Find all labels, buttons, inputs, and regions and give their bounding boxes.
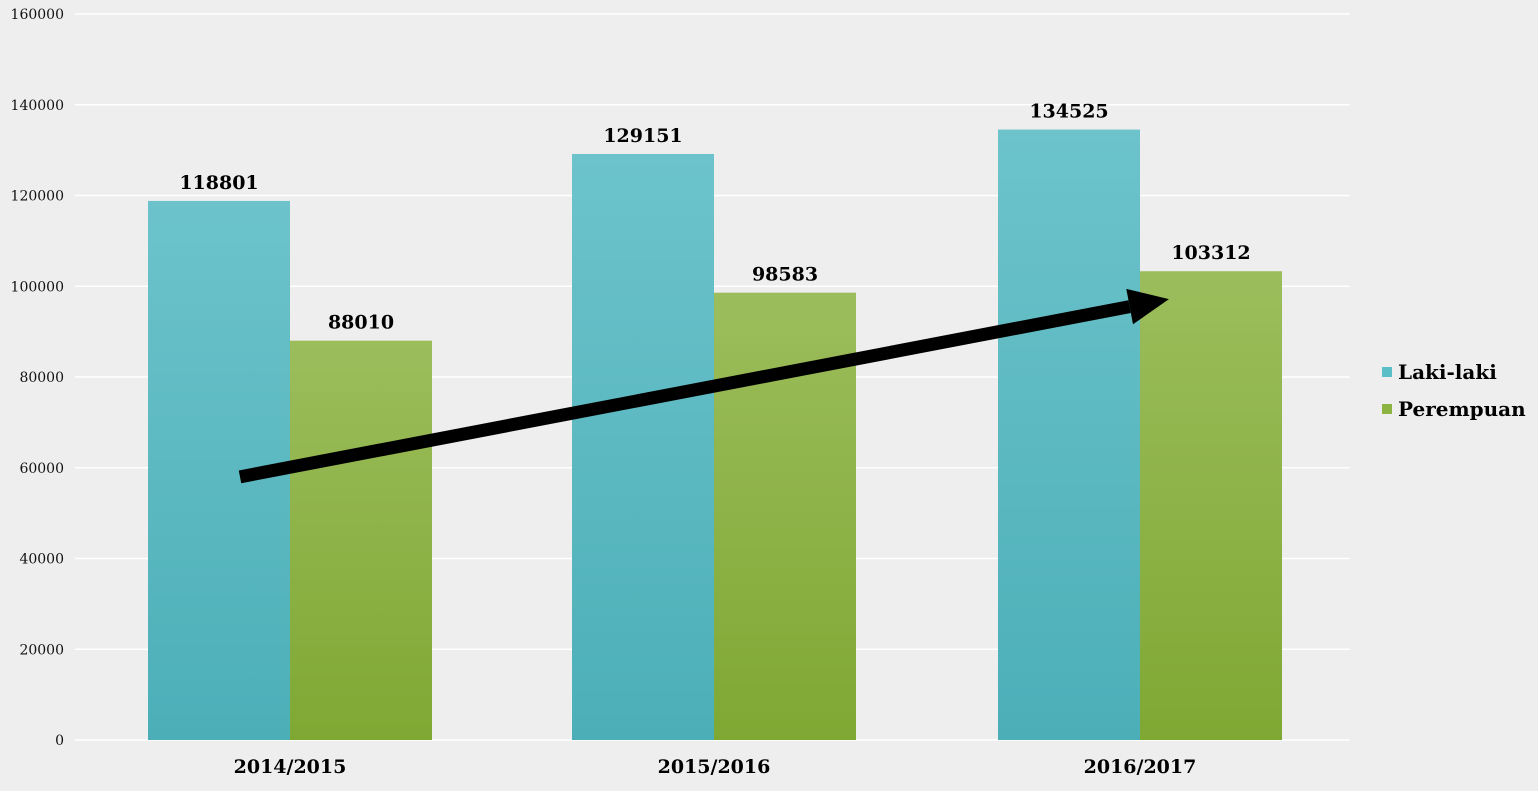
x-tick-label: 2014/2015 <box>234 756 347 778</box>
y-tick-label: 40000 <box>19 552 64 568</box>
legend-swatch <box>1382 367 1392 377</box>
y-tick-label: 160000 <box>11 7 64 23</box>
y-tick-label: 60000 <box>19 461 64 477</box>
data-label: 118801 <box>179 172 258 194</box>
legend-label: Laki-laki <box>1398 360 1497 384</box>
y-tick-label: 120000 <box>11 189 64 205</box>
bar-laki-laki <box>998 129 1140 740</box>
y-tick-label: 140000 <box>11 98 64 114</box>
trend-arrow-group <box>238 288 1169 484</box>
data-label: 129151 <box>603 125 682 147</box>
y-tick-label: 20000 <box>19 642 64 658</box>
y-axis-tick-labels: 0 20000 40000 60000 80000 100000 120000 140000 1… <box>11 7 64 749</box>
y-tick-label: 0 <box>55 733 64 749</box>
y-tick-label: 80000 <box>19 370 64 386</box>
trend-arrow-head <box>1126 288 1169 325</box>
legend: Laki-laki Perempuan <box>1382 360 1526 421</box>
x-axis-tick-labels: 2014/2015 2015/2016 2016/2017 <box>234 756 1197 778</box>
data-label: 103312 <box>1171 242 1250 264</box>
data-label: 98583 <box>752 264 818 286</box>
bars <box>148 129 1282 741</box>
legend-label: Perempuan <box>1398 397 1526 421</box>
x-tick-label: 2015/2016 <box>658 756 771 778</box>
trend-arrow-shaft <box>238 300 1131 484</box>
bar-perempuan <box>1140 271 1282 740</box>
bar-laki-laki <box>572 153 714 740</box>
data-label: 134525 <box>1029 101 1108 123</box>
data-label: 88010 <box>328 312 394 334</box>
y-tick-label: 100000 <box>11 279 64 295</box>
bar-perempuan <box>290 340 432 740</box>
legend-swatch <box>1382 404 1392 414</box>
x-tick-label: 2016/2017 <box>1084 756 1197 778</box>
data-labels: 118801 129151 134525 88010 98583 103312 <box>179 101 1250 334</box>
